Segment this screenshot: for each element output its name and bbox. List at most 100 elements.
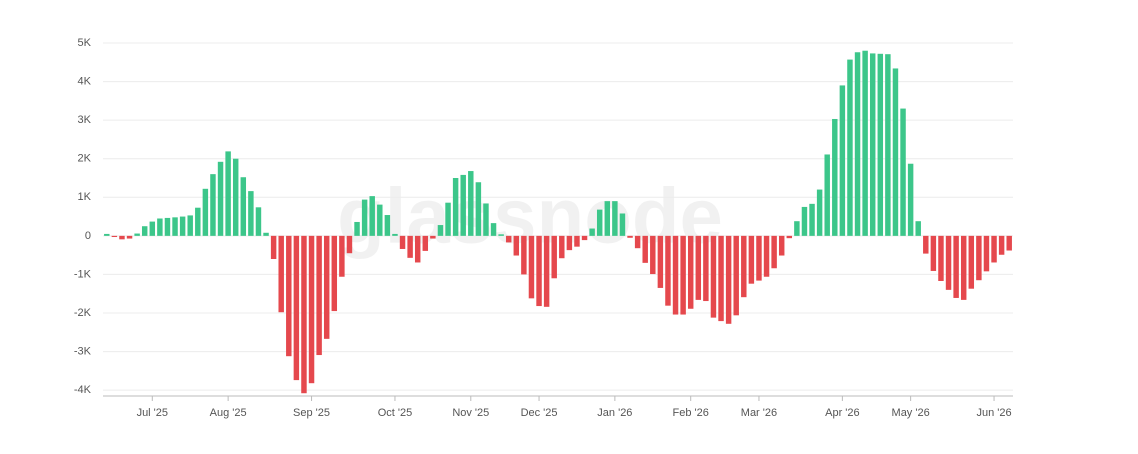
- bar: [543, 235, 550, 307]
- bar: [847, 59, 853, 236]
- bar: [938, 235, 944, 281]
- bar: [748, 235, 755, 284]
- bar: [384, 215, 391, 236]
- bar: [452, 178, 459, 236]
- y-tick-label: 1K: [78, 191, 92, 203]
- bar: [308, 235, 315, 384]
- bar: [756, 235, 762, 281]
- x-tick-label: Oct '25: [378, 407, 413, 419]
- bar: [536, 235, 542, 307]
- x-tick-label: Jan '26: [597, 407, 632, 419]
- x-tick-label: Jun '26: [976, 407, 1011, 419]
- bar: [733, 235, 739, 316]
- bar: [217, 161, 224, 236]
- y-tick-label: -4K: [74, 384, 92, 396]
- bar: [468, 171, 474, 236]
- bar: [945, 235, 952, 290]
- x-tick-label: Apr '26: [825, 407, 860, 419]
- bar: [460, 174, 466, 236]
- bar: [316, 235, 322, 356]
- bar: [240, 177, 247, 236]
- bar: [134, 233, 140, 236]
- bar: [983, 235, 990, 272]
- y-tick-label: -2K: [74, 307, 92, 319]
- bar: [414, 235, 421, 263]
- bar: [164, 217, 171, 236]
- bar: [551, 235, 557, 279]
- bar: [885, 54, 891, 236]
- bar: [422, 235, 429, 251]
- bar: [392, 233, 398, 236]
- bar: [141, 226, 148, 236]
- bar: [960, 235, 967, 300]
- bar: [930, 235, 937, 271]
- x-tick-label: Nov '25: [452, 407, 489, 419]
- bar: [991, 235, 997, 263]
- bar: [650, 235, 656, 275]
- bar: [627, 235, 633, 238]
- bar: [862, 50, 868, 236]
- bar: [339, 235, 345, 277]
- bar: [619, 213, 626, 236]
- bar: [612, 201, 618, 236]
- bar: [104, 233, 110, 236]
- bar: [111, 235, 118, 238]
- bar: [263, 232, 269, 236]
- bar: [270, 235, 277, 259]
- x-tick-label: May '26: [892, 407, 930, 419]
- bar: [771, 235, 777, 269]
- bar: [695, 235, 702, 300]
- y-tick-label: 0: [85, 230, 91, 242]
- bar: [786, 235, 793, 239]
- bar: [832, 118, 838, 236]
- bar: [589, 228, 595, 236]
- bar: [642, 235, 648, 263]
- bar: [794, 221, 800, 236]
- bar: [976, 235, 982, 281]
- bar: [490, 223, 497, 236]
- y-tick-label: 4K: [78, 75, 92, 87]
- bar: [801, 206, 808, 236]
- bar: [157, 218, 163, 236]
- bar: [672, 235, 679, 315]
- bar: [483, 203, 489, 236]
- bar: [195, 207, 201, 236]
- bar: [718, 235, 724, 322]
- bar: [430, 235, 436, 239]
- bar: [923, 235, 929, 254]
- bar: [839, 85, 846, 236]
- bar: [331, 235, 338, 312]
- bar: [566, 235, 573, 251]
- bar: [528, 235, 535, 299]
- bar: [778, 235, 785, 256]
- bar: [824, 154, 830, 236]
- bar: [505, 235, 512, 243]
- bar: [1006, 235, 1012, 251]
- x-tick-label: Dec '25: [521, 407, 558, 419]
- bar: [445, 202, 451, 236]
- bar: [877, 53, 884, 236]
- bar: [399, 235, 406, 249]
- bar: [892, 68, 899, 236]
- bar: [346, 235, 353, 254]
- bar: [657, 235, 664, 288]
- y-tick-label: 2K: [78, 153, 92, 165]
- bar: [369, 196, 375, 236]
- bar: [513, 235, 520, 256]
- x-tick-label: Sep '25: [293, 407, 330, 419]
- bar: [574, 235, 580, 247]
- bar: [907, 163, 914, 236]
- bar: [604, 201, 611, 236]
- bar: [301, 235, 307, 394]
- bar: [869, 53, 876, 236]
- bar: [179, 216, 186, 236]
- bar: [210, 174, 216, 236]
- bar: [581, 235, 588, 241]
- bar: [187, 215, 193, 236]
- bar: [763, 235, 770, 277]
- bar: [634, 235, 641, 249]
- bar: [809, 203, 815, 236]
- bar: [354, 221, 360, 236]
- bar: [741, 235, 747, 298]
- bar: [119, 235, 125, 240]
